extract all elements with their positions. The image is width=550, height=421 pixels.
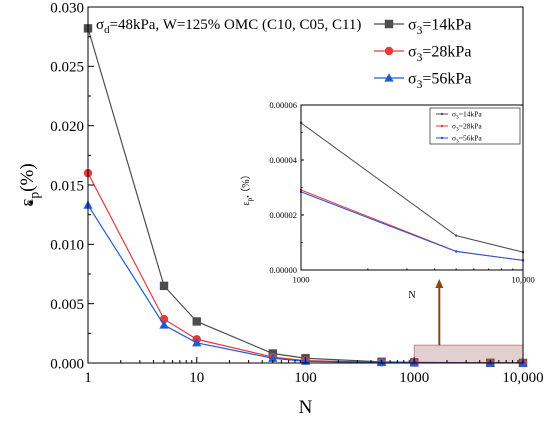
inset-legend-label-1: σ3=28kPa: [452, 122, 482, 133]
main-legend-swatch-marker: [384, 19, 394, 29]
inset-y-tick-label: 0.00002: [269, 210, 297, 220]
inset-y-axis-title-rest: （%）: [240, 169, 252, 197]
inset-x-axis: 1000 10,000: [293, 267, 535, 285]
inset-y-tick-label: 0.00000: [269, 265, 297, 275]
main-y-axis-dot: [29, 200, 33, 204]
inset-legend-label-0-rest: =14kPa: [459, 110, 483, 119]
main-legend-label-2-sub: 3: [417, 79, 423, 91]
main-legend-label-0-base: σ: [408, 17, 417, 34]
inset-legend-swatch-marker: [440, 136, 444, 140]
main-data-point: [159, 281, 169, 291]
main-y-axis: 0.000 0.005 0.010 0.015 0.020 0.025 0.030: [50, 0, 94, 372]
main-legend-label-2-rest: =56kPa: [422, 71, 471, 88]
inset-legend-swatch-marker: [440, 124, 444, 128]
inset-y-tick-label: 0.00006: [269, 100, 297, 110]
inset-legend-label-2: σ3=56kPa: [452, 134, 482, 145]
inset-x-axis-title: N: [408, 290, 415, 301]
main-legend-label-2-base: σ: [408, 71, 417, 88]
inset-legend-swatch-marker: [440, 112, 444, 116]
main-y-tick-label: 0.030: [50, 0, 84, 16]
main-legend-label-1: σ3=28kPa: [408, 44, 471, 64]
inset-legend-label-2-sub: 3: [456, 139, 459, 145]
main-y-axis-title: εp(%): [17, 163, 41, 206]
inset-legend-label-2-base: σ: [452, 134, 456, 143]
inset-plot: 0.00000 0.00002 0.00004 0.00006 1000 10,000 Nε…: [240, 100, 535, 301]
inset-y-axis-title-base: ε: [241, 201, 252, 205]
inset-legend-label-0-sub: 3: [456, 115, 459, 121]
main-x-tick-label: 1: [84, 370, 92, 386]
main-x-tick-label: 100: [294, 370, 317, 386]
main-data-point: [192, 337, 202, 347]
main-y-tick-label: 0.000: [50, 356, 84, 372]
main-annotation: σd=48kPa, W=125% OMC (C10, C05, C11): [96, 17, 361, 36]
inset-legend-label-1-base: σ: [452, 122, 456, 131]
inset-legend-label-0-base: σ: [452, 110, 456, 119]
inset-legend-label-1-rest: =28kPa: [459, 122, 483, 131]
main-y-axis-title-base: ε: [17, 199, 38, 207]
zoom-arrow-head: [435, 279, 444, 288]
main-y-tick-label: 0.020: [50, 119, 84, 135]
main-y-tick-label: 0.025: [50, 60, 84, 76]
inset-y-axis-dot: [246, 195, 249, 198]
main-data-point: [268, 353, 278, 362]
inset-legend-label-0: σ3=14kPa: [452, 110, 482, 121]
main-x-axis-title: N: [299, 397, 313, 418]
main-legend-swatch-marker: [384, 73, 394, 82]
inset-y-tick-label: 0.00004: [269, 155, 297, 165]
inset-y-axis-title: εp（%）: [240, 169, 254, 205]
main-y-tick-label: 0.010: [50, 238, 84, 254]
inset-data-point: [454, 234, 458, 237]
main-x-tick-label: 10: [189, 370, 204, 386]
main-legend-label-0-rest: =14kPa: [422, 17, 471, 34]
inset-y-axis-title-sub: p: [246, 197, 254, 201]
main-annotation-rest: =48kPa, W=125% OMC (C10, C05, C11): [110, 17, 362, 33]
inset-legend-label-2-rest: =56kPa: [459, 134, 483, 143]
inset-x-tick-label: 1000: [293, 275, 310, 285]
main-annotation-sub: d: [104, 24, 110, 36]
main-x-tick-label: 1000: [399, 370, 429, 386]
inset-data-point: [454, 250, 458, 253]
main-legend-label-1-sub: 3: [417, 52, 423, 64]
main-x-tick-label: 10,000: [502, 370, 543, 386]
main-x-axis: 1 10 100 1000 10,000: [84, 357, 544, 386]
main-y-axis-title-rest: (%): [17, 163, 38, 191]
highlight-region: [413, 344, 524, 364]
inset-x-tick-label: 10,000: [511, 275, 534, 285]
main-legend-label-2: σ3=56kPa: [408, 71, 471, 91]
zoom-arrow: [435, 279, 444, 346]
main-y-axis-title-sub: p: [26, 192, 41, 199]
main-y-tick-label: 0.015: [50, 178, 84, 194]
main-y-tick-label: 0.005: [50, 297, 84, 313]
inset-legend-label-1-sub: 3: [456, 127, 459, 133]
main-data-point: [192, 317, 201, 326]
main-legend-swatch-marker: [384, 46, 394, 56]
main-legend-label-0: σ3=14kPa: [408, 17, 471, 37]
main-legend-label-1-rest: =28kPa: [422, 44, 471, 61]
main-annotation-base: σ: [96, 17, 104, 33]
main-data-point: [159, 320, 169, 329]
main-legend-label-0-sub: 3: [417, 25, 423, 37]
main-legend-label-1-base: σ: [408, 44, 417, 61]
